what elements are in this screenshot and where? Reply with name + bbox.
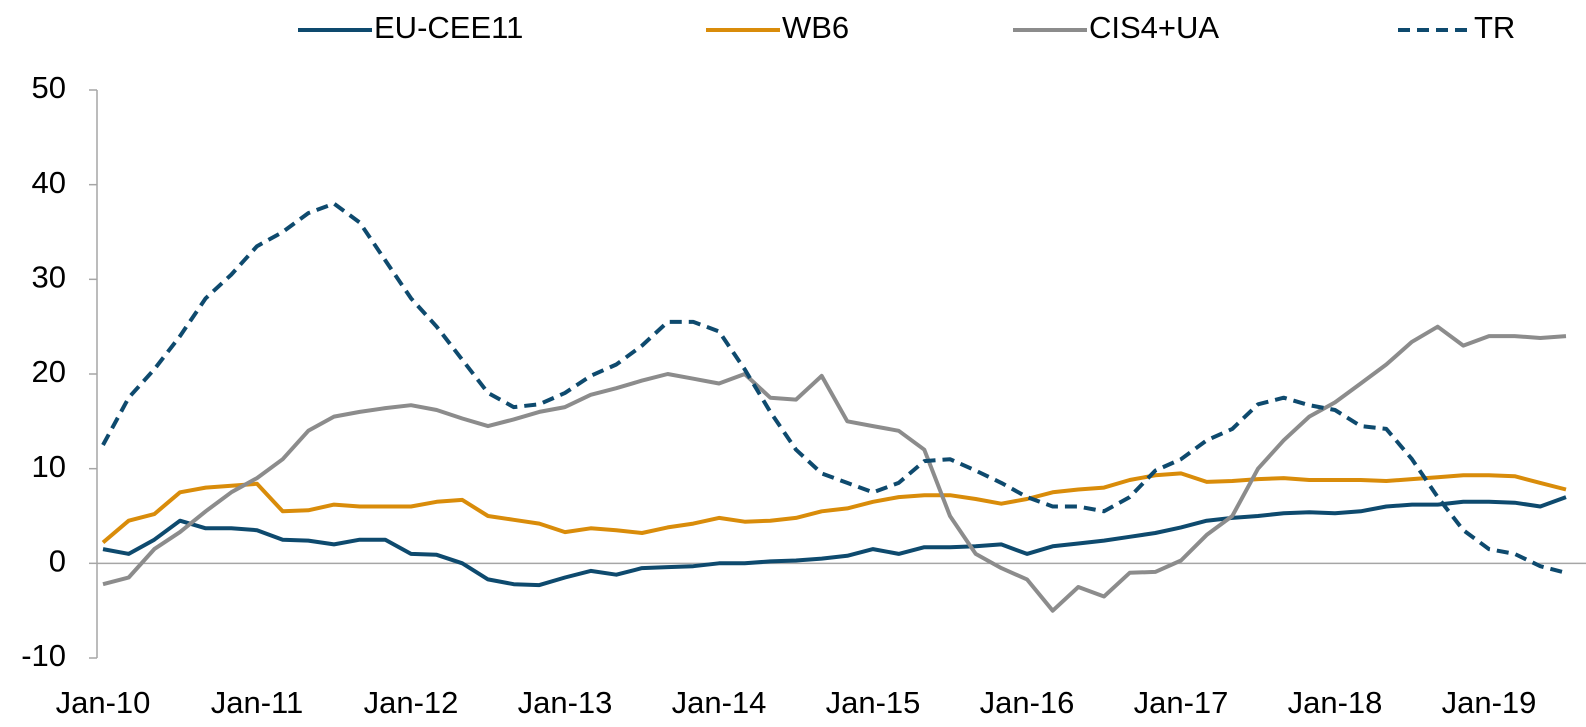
x-tick-label: Jan-16 bbox=[980, 685, 1075, 720]
legend-label: CIS4+UA bbox=[1089, 10, 1219, 45]
series-line bbox=[102, 324, 1567, 613]
x-tick-label: Jan-17 bbox=[1134, 685, 1229, 720]
x-tick-label: Jan-12 bbox=[364, 685, 459, 720]
x-tick-label: Jan-19 bbox=[1442, 685, 1537, 720]
x-tick-label: Jan-14 bbox=[672, 685, 767, 720]
legend-label: TR bbox=[1474, 10, 1515, 45]
x-tick-label: Jan-15 bbox=[826, 685, 921, 720]
y-tick-label: 30 bbox=[32, 260, 66, 295]
y-tick-label: 20 bbox=[32, 354, 66, 389]
y-tick-label: 40 bbox=[32, 165, 66, 200]
y-tick-label: 50 bbox=[32, 70, 66, 105]
y-tick-label: 0 bbox=[49, 544, 66, 579]
x-tick-label: Jan-10 bbox=[56, 685, 151, 720]
y-tick-label: 10 bbox=[32, 449, 66, 484]
y-tick-label: -10 bbox=[21, 638, 66, 673]
x-tick-label: Jan-18 bbox=[1288, 685, 1383, 720]
series-line bbox=[102, 495, 1567, 588]
legend-label: EU-CEE11 bbox=[374, 10, 523, 45]
x-tick-label: Jan-11 bbox=[211, 685, 304, 720]
series-line bbox=[101, 471, 1567, 545]
legend-label: WB6 bbox=[782, 10, 849, 45]
series-line bbox=[101, 201, 1567, 575]
x-tick-label: Jan-13 bbox=[518, 685, 613, 720]
